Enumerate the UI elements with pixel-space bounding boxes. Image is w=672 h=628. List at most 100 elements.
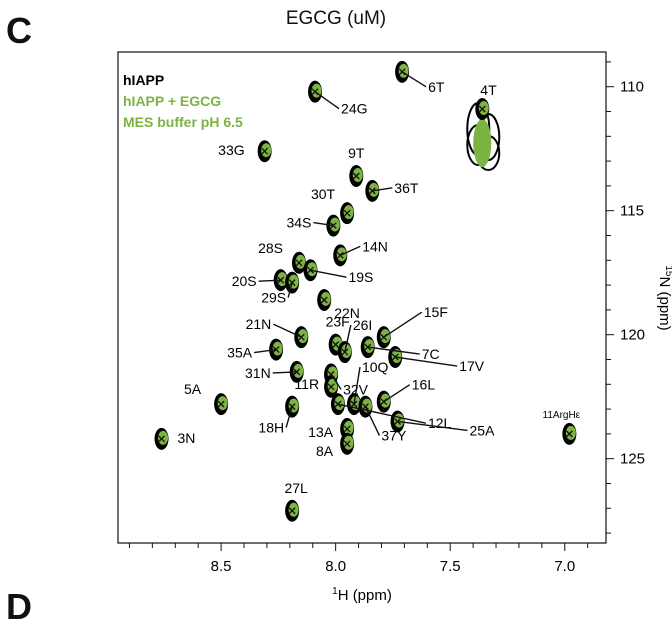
peak-label: 34S xyxy=(286,215,311,231)
peak-label: 33G xyxy=(218,142,244,158)
peak-center-cross xyxy=(327,383,335,391)
peak-leader-line xyxy=(272,323,302,338)
peak-center-cross xyxy=(343,209,351,217)
peak-marker xyxy=(340,432,355,455)
peak-center-cross xyxy=(288,403,296,411)
y-tick-label: 115 xyxy=(620,203,644,220)
peak-center-cross xyxy=(352,172,360,180)
peak-leader-line xyxy=(287,282,293,298)
peak-center-cross xyxy=(320,296,328,304)
peak-label: 6T xyxy=(428,79,445,95)
peak-leader-line xyxy=(353,367,361,405)
peak-label: 19S xyxy=(348,269,373,285)
peak-center-cross xyxy=(272,346,280,354)
nmr-spectrum-chart: hIAPP hIAPP + EGCG MES buffer pH 6.5 8.5… xyxy=(117,51,672,604)
peak-label: 25A xyxy=(470,422,496,438)
y-tick-label: 125 xyxy=(620,451,645,468)
y-tick-label: 120 xyxy=(620,327,645,344)
peak-label: 3N xyxy=(178,430,196,446)
peak-marker xyxy=(324,375,339,398)
x-tick-label: 8.5 xyxy=(211,558,232,575)
peak-label: 35A xyxy=(227,345,253,361)
peak-center-cross xyxy=(343,425,351,433)
peak-label: 5A xyxy=(184,381,202,397)
peak-leader-line xyxy=(383,384,411,403)
x-tick-label: 7.5 xyxy=(440,558,461,575)
peak-label: 21N xyxy=(246,316,272,332)
panel-letter: C xyxy=(6,10,32,51)
peak-leader-line xyxy=(339,245,361,256)
x-tick-label: 7.0 xyxy=(554,558,575,575)
peak-leader-line xyxy=(344,324,352,353)
peak-label: 22N xyxy=(334,305,360,321)
peak-leader-line xyxy=(253,348,277,354)
peak-label: 29S xyxy=(261,290,286,306)
legend-entry-hiapp: hIAPP xyxy=(123,72,164,88)
peak-center-cross xyxy=(341,348,349,356)
peak-label: 11R xyxy=(294,376,319,392)
peak-label: 4T xyxy=(480,82,497,98)
peak-leader-line xyxy=(258,279,281,282)
peak-leader-line xyxy=(383,311,423,338)
peak-label: 13A xyxy=(308,424,334,440)
peak-marker xyxy=(285,499,300,522)
peak-label: 12L xyxy=(428,415,452,431)
peak-center-cross xyxy=(329,222,337,230)
peak-center-cross xyxy=(565,430,573,438)
peak-label: 15F xyxy=(424,304,448,320)
peak-label: 27L xyxy=(284,480,308,496)
peak-label: 31N xyxy=(245,365,271,381)
y-axis-title: 15N (ppm) xyxy=(656,265,672,330)
chart-top-title: EGCG (uM) xyxy=(285,8,387,29)
peak-center-cross xyxy=(288,507,296,515)
peak-center-cross xyxy=(217,400,225,408)
peak-marker xyxy=(154,427,169,450)
peak-label: 17V xyxy=(459,358,485,374)
legend: hIAPP hIAPP + EGCG MES buffer pH 6.5 xyxy=(123,72,243,130)
peak-leader-line xyxy=(313,221,334,227)
peak-label: 14N xyxy=(362,238,388,254)
x-axis-title: 1H (ppm) xyxy=(332,586,392,604)
legend-entry-buffer: MES buffer pH 6.5 xyxy=(123,114,243,130)
peak-center-cross xyxy=(478,105,486,113)
peak-center-cross xyxy=(295,259,303,267)
peak-label: 9T xyxy=(348,145,365,161)
peak-center-cross xyxy=(343,440,351,448)
peak-leader-line xyxy=(397,420,468,432)
peak-label: 8A xyxy=(316,443,334,459)
plot-frame xyxy=(117,51,607,544)
peak-label: 16L xyxy=(412,377,436,393)
peak-leader-line xyxy=(367,346,420,355)
peak-label: 7C xyxy=(422,346,440,362)
axis-ticks: 8.5 8.0 7.5 7.0 110 115 120 125 xyxy=(128,61,645,575)
peak-leader-line xyxy=(272,371,297,374)
peak-label: 30T xyxy=(311,186,336,202)
peak-marker xyxy=(257,140,272,163)
peak-label: 36T xyxy=(394,180,419,196)
peak-center-cross xyxy=(261,147,269,155)
peak-marker xyxy=(317,288,332,311)
peak-center-cross xyxy=(332,341,340,349)
peak-label: 11ArgHε xyxy=(543,410,581,421)
peak-center-cross xyxy=(288,279,296,287)
peak-label: 37Y xyxy=(381,428,407,444)
peak-center-cross xyxy=(158,435,165,443)
peak-leader-line xyxy=(314,91,340,110)
peaks-layer xyxy=(154,60,577,522)
peak-label: 28S xyxy=(258,240,283,256)
peak-marker xyxy=(340,202,355,225)
peak-leader-line xyxy=(372,187,393,192)
peak-leader-line xyxy=(337,403,427,424)
peak-marker xyxy=(291,251,306,274)
peak-leader-line xyxy=(330,373,342,390)
peak-marker xyxy=(466,98,501,172)
peak-label: 26I xyxy=(353,317,372,333)
peak-label: 18H xyxy=(258,420,284,436)
peak-marker xyxy=(349,164,364,187)
peak-marker xyxy=(333,244,348,267)
peak-leader-line xyxy=(364,406,381,436)
legend-entry-hiapp-egcg: hIAPP + EGCG xyxy=(123,93,221,109)
peak-leader-line xyxy=(310,269,347,278)
peak-leader-line xyxy=(285,406,293,428)
